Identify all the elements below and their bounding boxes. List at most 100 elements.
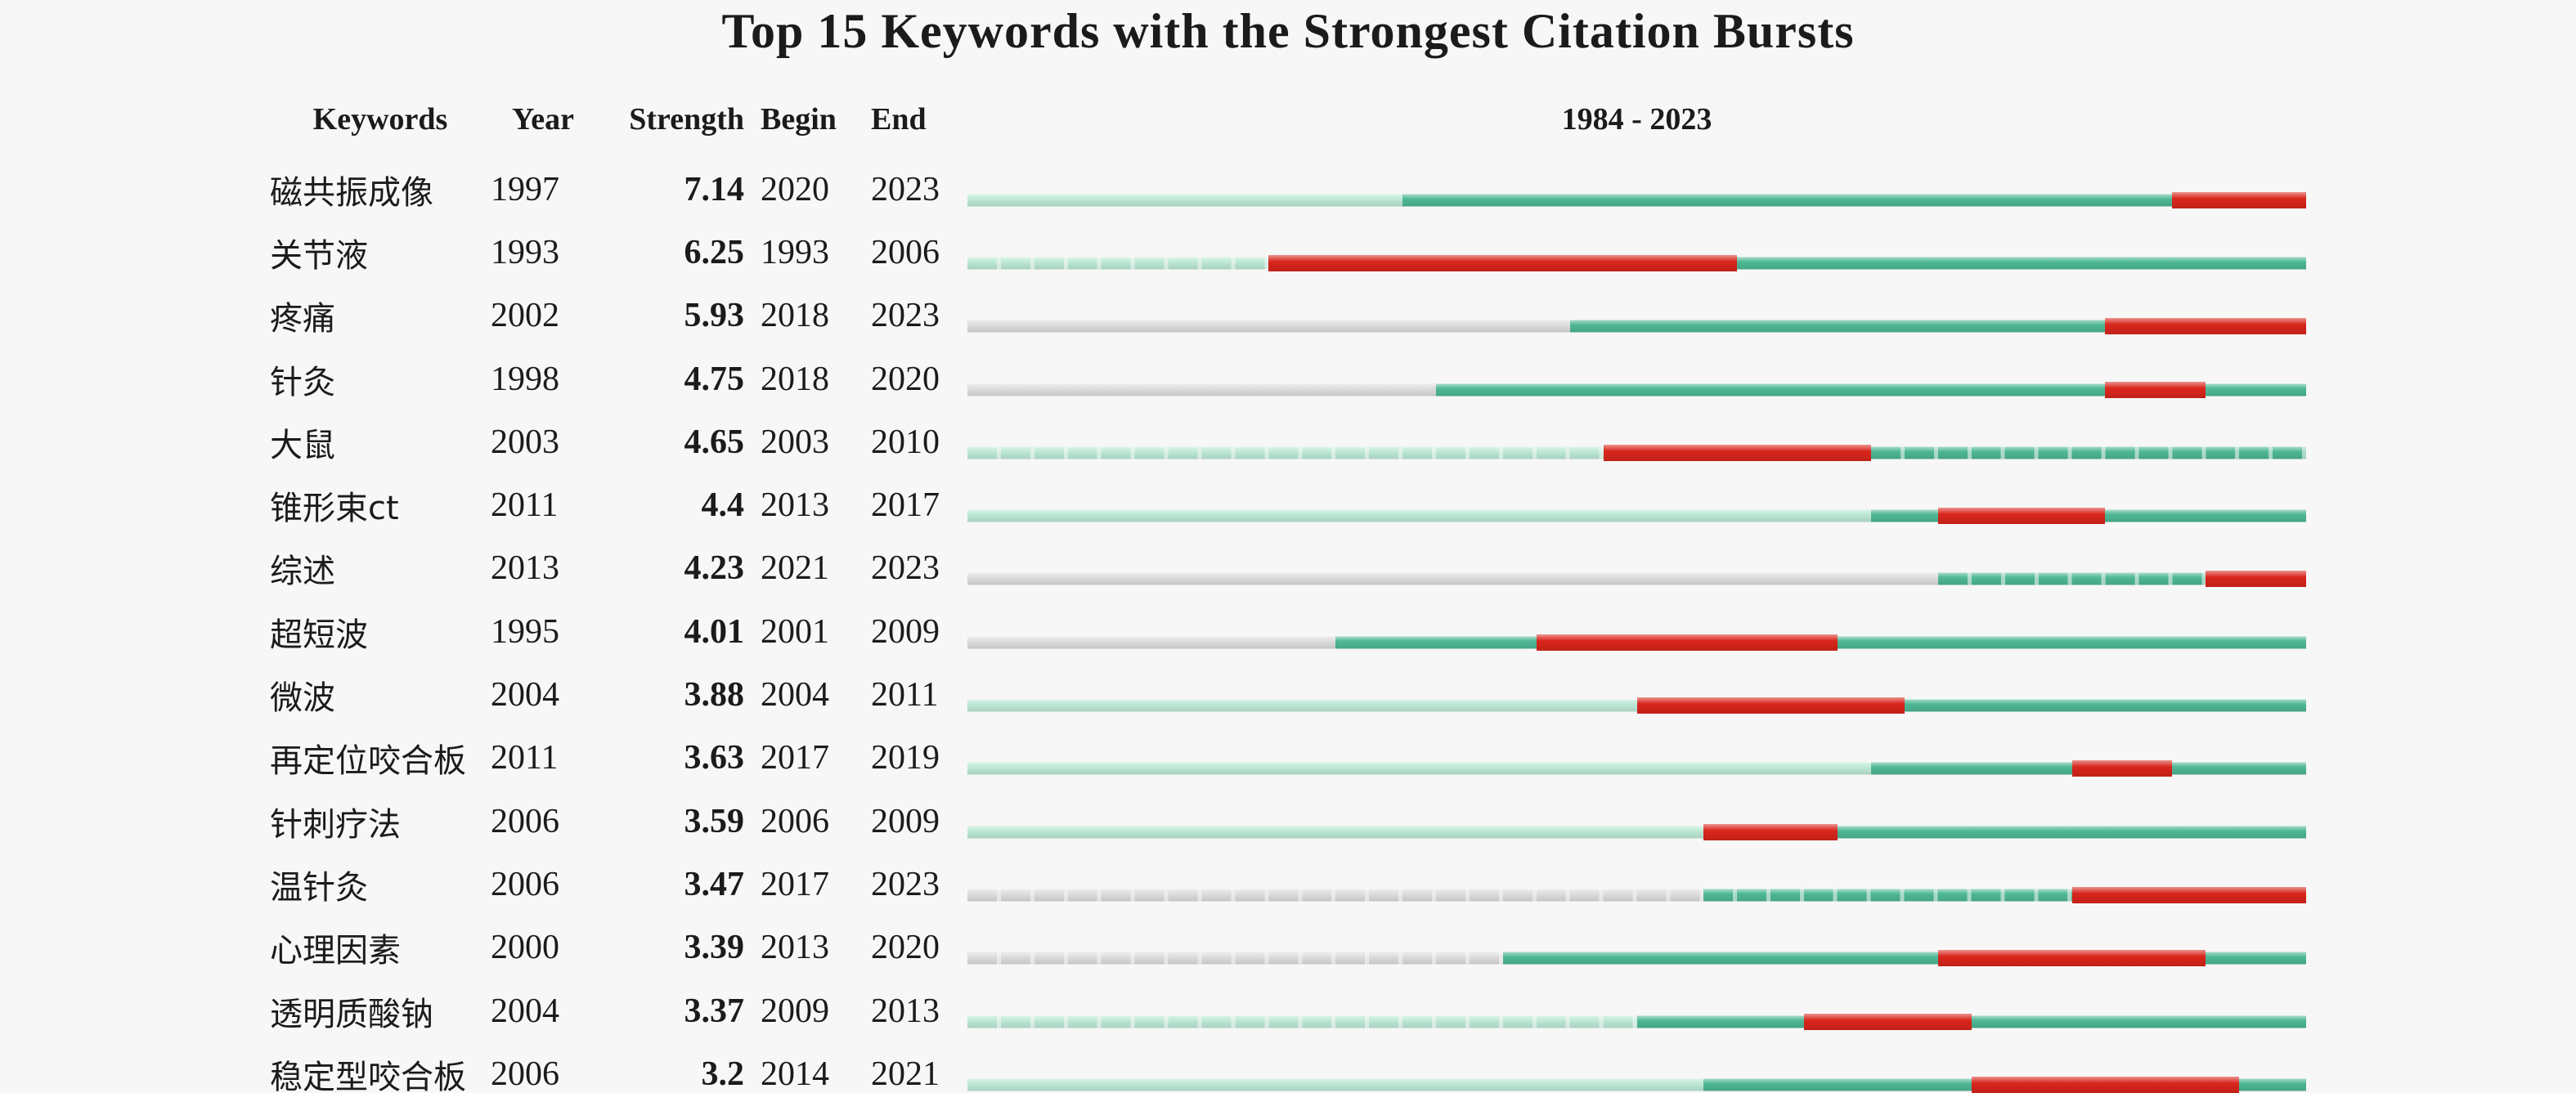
year-value: 2006 <box>491 802 559 840</box>
table-row: 疼痛 2002 5.93 2018 2023 <box>0 284 2576 347</box>
begin-value: 2001 <box>761 612 829 651</box>
timeline-segment-teal <box>1904 699 2306 712</box>
begin-value: 2003 <box>761 423 829 461</box>
timeline-segment-teal <box>1703 1078 1972 1091</box>
table-row: 稳定型咬合板 2006 3.2 2014 2021 <box>0 1042 2576 1093</box>
timeline-segment-grey <box>967 889 1704 902</box>
begin-value: 2020 <box>761 170 829 208</box>
chart-title: Top 15 Keywords with the Strongest Citat… <box>721 4 1855 58</box>
burst-timeline-bar <box>967 1010 2306 1034</box>
end-value: 2009 <box>871 802 940 840</box>
column-header-row: Keywords Year Strength Begin End 1984 - … <box>0 96 2576 142</box>
timeline-segment-teal <box>1703 889 2072 902</box>
timeline-segment-pale <box>967 1078 1704 1091</box>
strength-value: 3.88 <box>684 676 745 714</box>
begin-value: 2013 <box>761 929 829 967</box>
begin-value: 2013 <box>761 486 829 525</box>
timeline-segment-pale <box>967 762 1871 775</box>
keyword-label: 磁共振成像 <box>270 173 433 212</box>
table-row: 大鼠 2003 4.65 2003 2010 <box>0 410 2576 473</box>
table-row: 关节液 1993 6.25 1993 2006 <box>0 221 2576 284</box>
begin-value: 2018 <box>761 297 829 335</box>
column-header-keywords: Keywords <box>312 102 448 137</box>
strength-value: 3.63 <box>684 739 745 777</box>
timeline-segment-teal <box>1870 446 2306 459</box>
timeline-segment-teal <box>1737 257 2306 270</box>
year-value: 2011 <box>491 739 559 777</box>
table-row: 磁共振成像 1997 7.14 2020 2023 <box>0 158 2576 221</box>
end-value: 2009 <box>871 612 940 651</box>
keyword-label: 温针灸 <box>270 868 368 907</box>
year-value: 2000 <box>491 929 559 967</box>
year-value: 1995 <box>491 612 559 651</box>
burst-table-rows: 磁共振成像 1997 7.14 2020 2023 关节液 1993 6.25 … <box>0 158 2576 1093</box>
burst-timeline-bar <box>967 188 2306 213</box>
keyword-label: 再定位咬合板 <box>270 742 466 781</box>
end-value: 2023 <box>871 170 940 208</box>
end-value: 2023 <box>871 865 940 903</box>
end-value: 2006 <box>871 233 940 271</box>
burst-timeline-bar <box>967 693 2306 718</box>
end-value: 2023 <box>871 549 940 588</box>
begin-value: 2014 <box>761 1055 829 1093</box>
timeline-segment-teal <box>1502 952 1938 965</box>
keyword-label: 综述 <box>270 553 335 591</box>
timeline-segment-red <box>2105 318 2306 335</box>
timeline-segment-pale <box>967 699 1637 712</box>
timeline-segment-red <box>2172 191 2306 208</box>
burst-timeline-bar <box>967 378 2306 402</box>
timeline-segment-grey <box>967 383 1436 396</box>
strength-value: 6.25 <box>684 233 745 271</box>
timeline-segment-teal <box>1636 1015 1805 1028</box>
keyword-label: 针灸 <box>270 363 335 401</box>
year-value: 2004 <box>491 992 559 1030</box>
begin-value: 2009 <box>761 992 829 1030</box>
table-row: 针刺疗法 2006 3.59 2006 2009 <box>0 790 2576 853</box>
table-row: 心理因素 2000 3.39 2013 2020 <box>0 916 2576 979</box>
column-header-begin: Begin <box>761 102 837 137</box>
year-value: 2003 <box>491 423 559 461</box>
keyword-label: 稳定型咬合板 <box>270 1058 466 1093</box>
keyword-label: 关节液 <box>270 236 368 275</box>
strength-value: 4.4 <box>701 486 745 525</box>
begin-value: 2017 <box>761 739 829 777</box>
keyword-label: 锥形束ct <box>270 490 399 528</box>
keyword-label: 透明质酸钠 <box>270 995 433 1033</box>
table-row: 锥形束ct 2011 4.4 2013 2017 <box>0 473 2576 536</box>
timeline-segment-teal <box>1838 636 2306 649</box>
burst-timeline-bar <box>967 1073 2306 1093</box>
burst-timeline-bar <box>967 441 2306 465</box>
timeline-segment-grey <box>967 952 1503 965</box>
timeline-segment-grey <box>967 320 1570 333</box>
column-header-end: End <box>871 102 927 137</box>
burst-timeline-bar <box>967 820 2306 844</box>
year-value: 2013 <box>491 549 559 588</box>
end-value: 2019 <box>871 739 940 777</box>
keyword-label: 大鼠 <box>270 426 335 464</box>
timeline-segment-red <box>1636 697 1905 714</box>
timeline-segment-teal <box>1937 572 2206 585</box>
keyword-label: 超短波 <box>270 616 368 654</box>
column-header-year: Year <box>512 102 574 137</box>
table-row: 超短波 1995 4.01 2001 2009 <box>0 600 2576 663</box>
timeline-segment-red <box>1603 444 1871 461</box>
strength-value: 4.23 <box>684 549 745 588</box>
timeline-segment-teal <box>1971 1015 2306 1028</box>
year-value: 2011 <box>491 486 559 525</box>
timeline-segment-teal <box>2206 383 2306 396</box>
timeline-segment-red <box>1268 254 1738 271</box>
timeline-segment-teal <box>1838 826 2306 839</box>
end-value: 2011 <box>871 676 939 714</box>
end-value: 2013 <box>871 992 940 1030</box>
end-value: 2020 <box>871 360 940 398</box>
timeline-segment-teal <box>1435 383 2106 396</box>
timeline-segment-teal <box>2105 509 2306 522</box>
column-header-strength: Strength <box>629 102 744 137</box>
end-value: 2021 <box>871 1055 940 1093</box>
begin-value: 2004 <box>761 676 829 714</box>
table-row: 温针灸 2006 3.47 2017 2023 <box>0 853 2576 916</box>
strength-value: 3.59 <box>684 802 745 840</box>
timeline-segment-pale <box>967 194 1403 207</box>
year-value: 2004 <box>491 676 559 714</box>
